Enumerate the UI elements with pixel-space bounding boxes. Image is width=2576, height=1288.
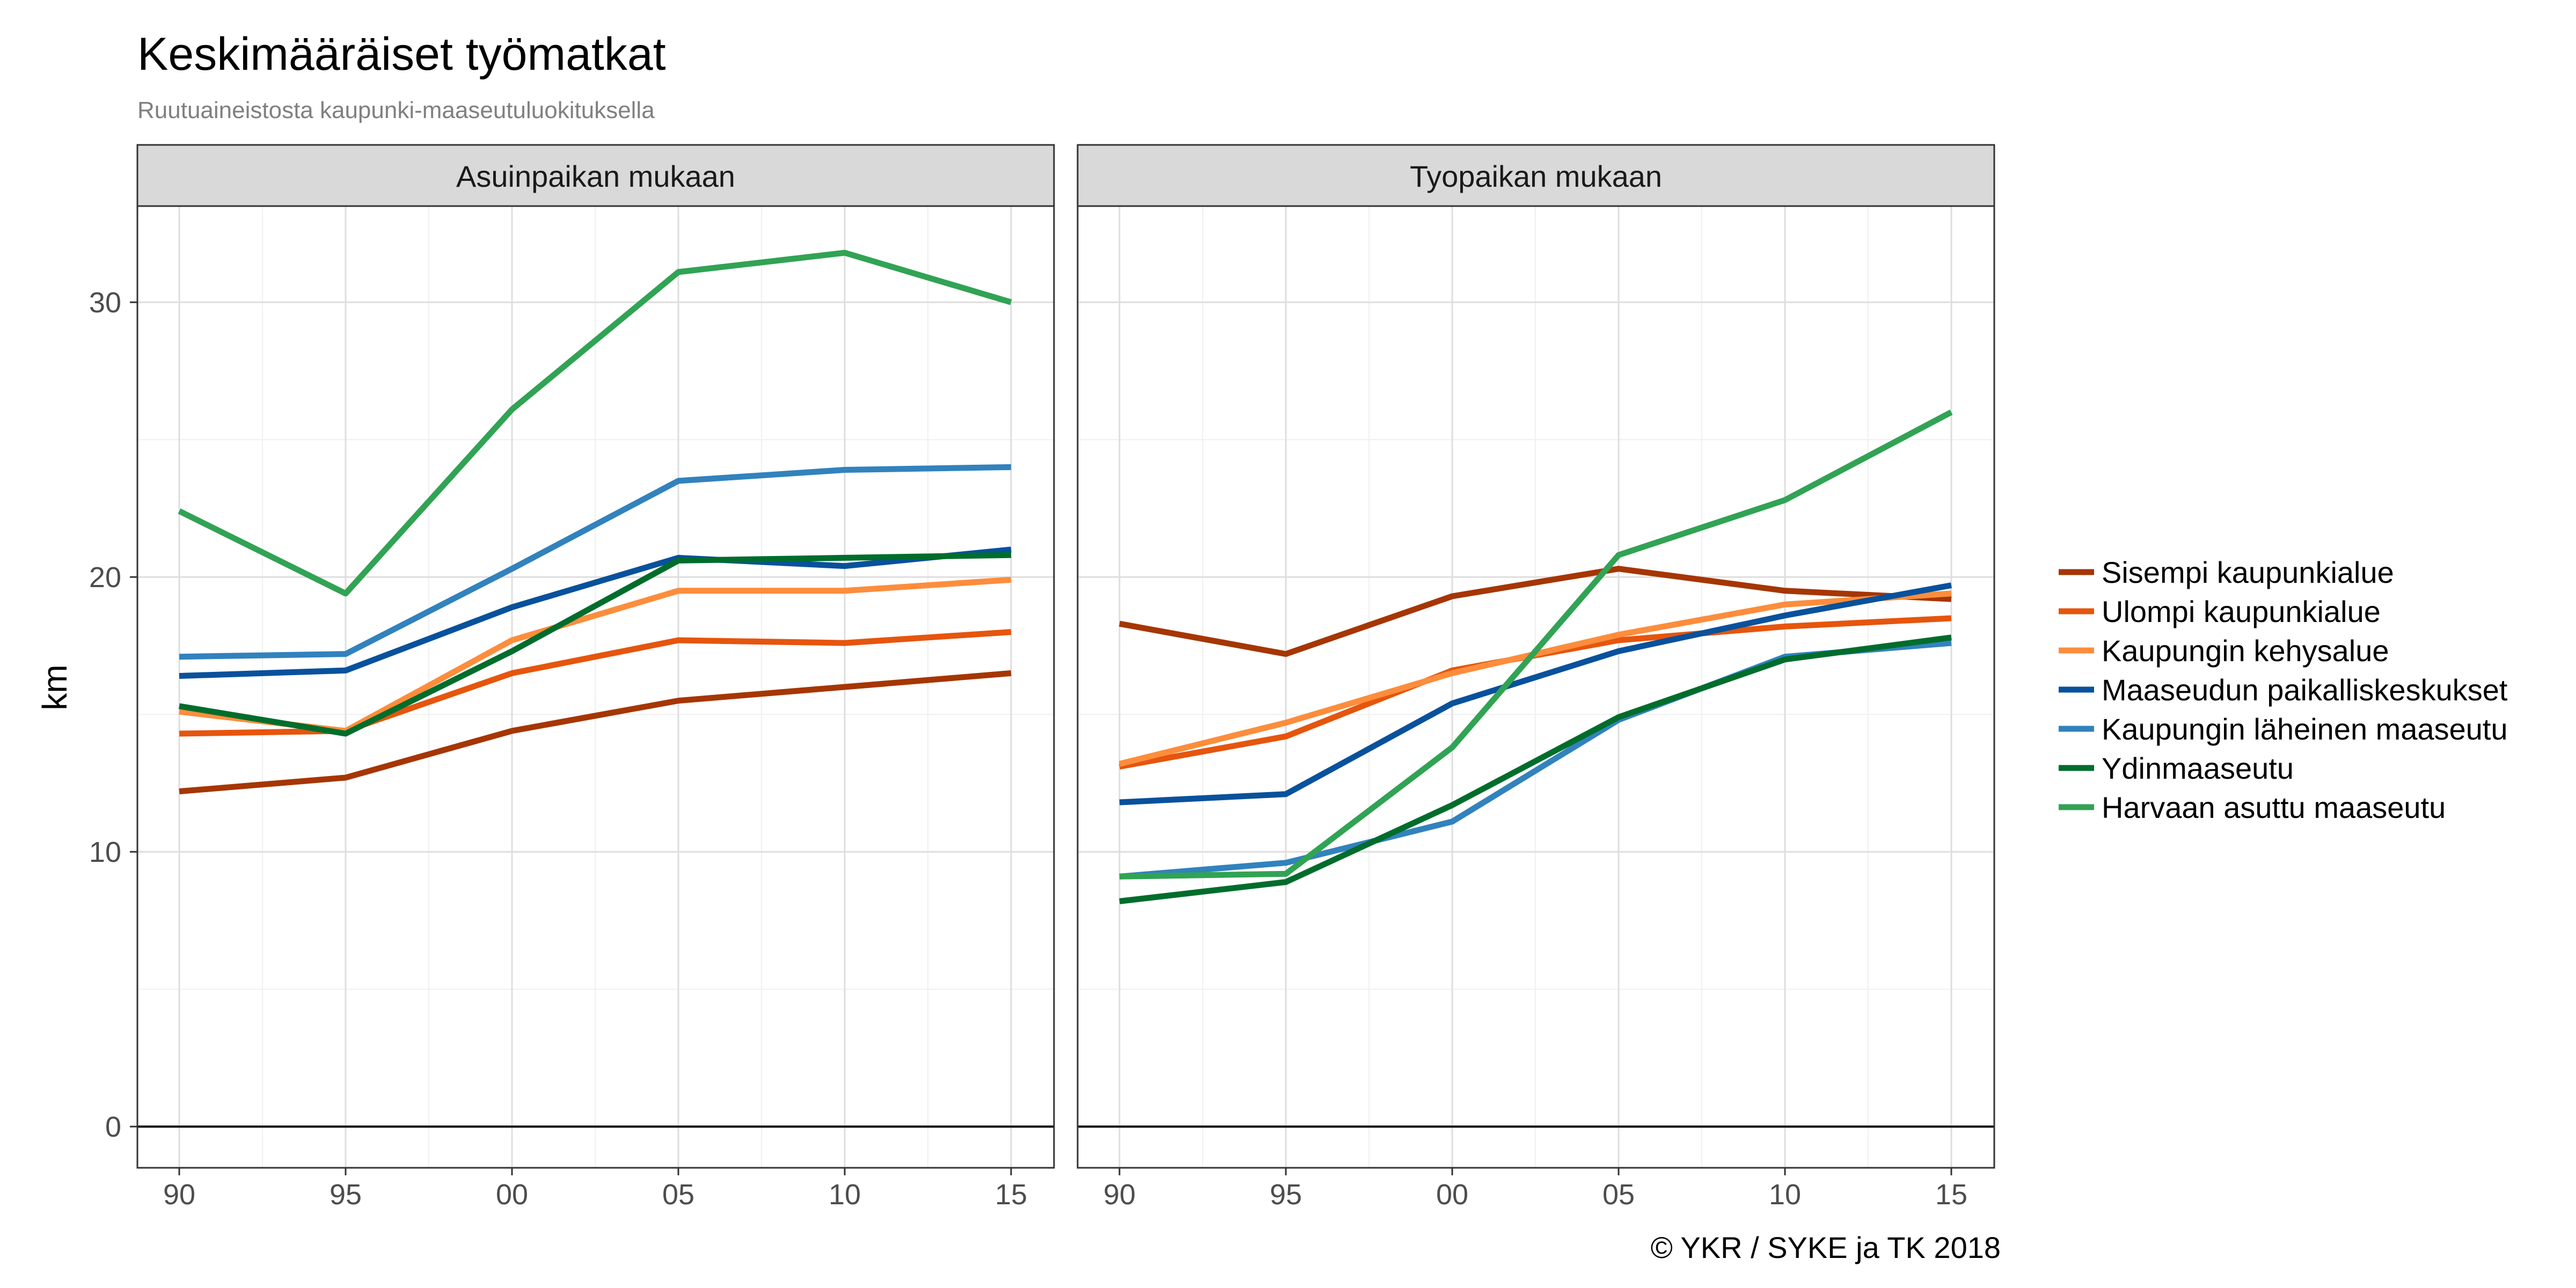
series-line-6 <box>179 552 1012 737</box>
x-tick-label: 05 <box>662 1179 694 1211</box>
facet-label: Asuinpaikan mukaan <box>456 159 735 193</box>
y-tick-label: 30 <box>89 287 121 319</box>
legend-label: Ulompi kaupunkialue <box>2102 595 2381 628</box>
y-tick-label: 10 <box>89 836 121 868</box>
facet-label: Tyopaikan mukaan <box>1410 159 1662 193</box>
legend-label: Kaupungin kehysalue <box>2102 634 2389 668</box>
facet-strip <box>1077 144 1995 207</box>
x-tick-label: 10 <box>1769 1179 1801 1211</box>
legend-item: Ulompi kaupunkialue <box>2059 595 2381 628</box>
chart-caption: © YKR / SYKE ja TK 2018 <box>1651 1231 2001 1264</box>
y-tick-label: 20 <box>89 561 121 594</box>
x-tick-label: 00 <box>496 1179 528 1211</box>
panel-2: Tyopaikan mukaan 90 95 00 05 10 15 <box>1077 144 1995 1211</box>
x-tick-label: 15 <box>1935 1179 1967 1211</box>
legend-label: Maaseudun paikalliskeskukset <box>2102 673 2508 707</box>
legend-item: Sisempi kaupunkialue <box>2059 555 2394 589</box>
panel-1: Asuinpaikan mukaan 90 95 00 05 10 15 0 10 20 30 <box>89 144 1055 1211</box>
legend-item: Maaseudun paikalliskeskukset <box>2059 673 2508 707</box>
x-tick-label: 00 <box>1436 1179 1468 1211</box>
legend-label: Ydinmaaseutu <box>2102 751 2294 785</box>
chart-title: Keskimääräiset työmatkat <box>137 28 666 80</box>
x-tick-label: 15 <box>995 1179 1027 1211</box>
series-line-4 <box>1119 582 1952 806</box>
series-line-1 <box>179 670 1012 795</box>
legend-label: Harvaan asuttu maaseutu <box>2102 791 2446 824</box>
series-line-4 <box>179 546 1012 679</box>
x-tick-label: 95 <box>1270 1179 1302 1211</box>
x-tick-label: 90 <box>1103 1179 1136 1211</box>
series-line-6 <box>1119 634 1952 904</box>
y-axis-label: km <box>35 664 74 710</box>
legend-item: Kaupungin kehysalue <box>2059 634 2389 668</box>
legend-label: Sisempi kaupunkialue <box>2102 555 2394 589</box>
facet-strip <box>136 144 1055 207</box>
x-tick-label: 05 <box>1602 1179 1635 1211</box>
series-line-7 <box>178 250 1012 597</box>
x-tick-label: 90 <box>163 1179 195 1211</box>
y-tick-label: 0 <box>105 1111 121 1143</box>
legend-item: Kaupungin läheinen maaseutu <box>2059 712 2508 746</box>
x-tick-label: 10 <box>829 1179 861 1211</box>
legend-item: Ydinmaaseutu <box>2059 751 2294 785</box>
legend-item: Harvaan asuttu maaseutu <box>2059 791 2446 824</box>
panels: Asuinpaikan mukaan 90 95 00 05 10 15 0 10 20 30 Tyo… <box>89 144 1995 1211</box>
panel-border <box>136 205 1055 1169</box>
series-line-1 <box>1119 566 1952 657</box>
legend: Sisempi kaupunkialue Ulompi kaupunkialue K… <box>2059 555 2508 824</box>
chart-subtitle: Ruutuaineistosta kaupunki-maaseutuluokit… <box>137 97 655 123</box>
series-line-5 <box>179 464 1012 660</box>
legend-label: Kaupungin läheinen maaseutu <box>2102 712 2508 746</box>
panel-border <box>1077 205 1995 1169</box>
series-line-7 <box>1119 409 1953 880</box>
x-tick-label: 95 <box>330 1179 362 1211</box>
